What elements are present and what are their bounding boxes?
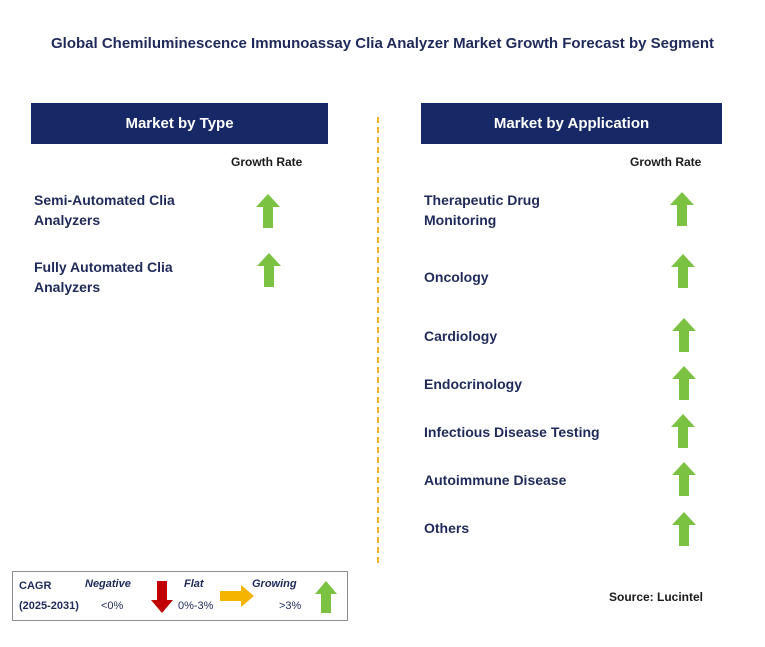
arrow-right-icon xyxy=(220,585,254,607)
growth-rate-label-application: Growth Rate xyxy=(630,155,702,169)
segment-label-endocrinology: Endocrinology xyxy=(424,376,522,392)
legend-flat-label: Flat xyxy=(184,578,204,590)
segment-label-cardiology: Cardiology xyxy=(424,328,498,344)
page-title: Global Chemiluminescence Immunoassay Cli… xyxy=(51,35,714,52)
market-by-type-header: Market by Type xyxy=(31,103,328,144)
segment-label-line: Fully Automated Clia xyxy=(34,259,173,275)
legend-growing-range: >3% xyxy=(279,600,302,612)
arrow-up-icon xyxy=(671,254,695,288)
legend-period-label: (2025-2031) xyxy=(19,600,79,612)
arrow-up-icon xyxy=(672,366,696,400)
segment-label-semi-automated: Semi-Automated Clia Analyzers xyxy=(34,190,175,230)
segment-label-oncology: Oncology xyxy=(424,269,489,285)
legend-negative-label: Negative xyxy=(85,578,131,590)
arrow-up-icon xyxy=(257,253,281,287)
segment-label-line: Semi-Automated Clia xyxy=(34,192,175,208)
legend-growing-label: Growing xyxy=(252,578,297,590)
segment-label-infectious-disease-testing: Infectious Disease Testing xyxy=(424,424,600,440)
cagr-legend: CAGR (2025-2031) Negative <0% Flat 0%-3%… xyxy=(12,571,348,621)
legend-flat-range: 0%-3% xyxy=(178,600,214,612)
segment-label-line: Analyzers xyxy=(34,279,101,295)
arrow-up-icon xyxy=(672,462,696,496)
segment-label-therapeutic-drug-monitoring: Therapeutic Drug Monitoring xyxy=(424,190,540,230)
arrow-up-icon xyxy=(672,318,696,352)
arrow-up-icon xyxy=(671,414,695,448)
arrow-up-icon xyxy=(670,192,694,226)
arrow-up-icon xyxy=(315,581,337,613)
segment-label-line: Monitoring xyxy=(424,212,497,228)
segment-label-others: Others xyxy=(424,520,470,536)
arrow-up-icon xyxy=(256,194,280,228)
segment-label-line: Therapeutic Drug xyxy=(424,192,540,208)
growth-rate-label-type: Growth Rate xyxy=(231,155,303,169)
arrow-up-icon xyxy=(672,512,696,546)
market-by-application-header: Market by Application xyxy=(421,103,722,144)
legend-negative-range: <0% xyxy=(101,600,124,612)
legend-cagr-label: CAGR xyxy=(19,580,52,592)
panel-divider xyxy=(377,117,379,563)
source-label: Source: Lucintel xyxy=(609,590,704,604)
arrow-down-icon xyxy=(151,581,173,613)
segment-label-autoimmune-disease: Autoimmune Disease xyxy=(424,472,567,488)
segment-label-fully-automated: Fully Automated Clia Analyzers xyxy=(34,257,173,297)
segment-label-line: Analyzers xyxy=(34,212,101,228)
